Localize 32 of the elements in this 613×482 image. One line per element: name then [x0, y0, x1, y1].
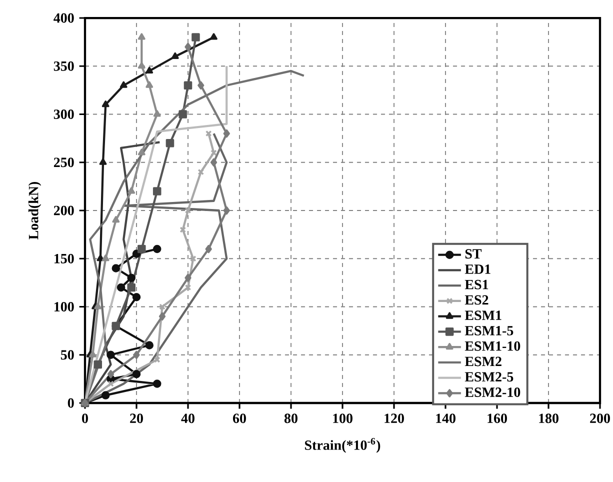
y-tick-label: 100 — [54, 302, 74, 312]
x-tick-label: 120 — [384, 414, 404, 424]
legend-label: ESM2-10 — [464, 388, 520, 397]
legend-label: ES2 — [464, 295, 488, 305]
y-axis-title: Load(kN) — [28, 182, 42, 240]
legend-label: ST — [465, 249, 482, 259]
x-tick-label: 160 — [488, 414, 507, 424]
x-tick-label: 180 — [539, 414, 558, 424]
y-tick-label: 300 — [54, 110, 74, 119]
legend-label: ESM1-5 — [464, 326, 514, 336]
x-tick-label: 40 — [181, 414, 194, 424]
y-tick-label: 400 — [54, 13, 74, 23]
x-tick-label: 60 — [232, 414, 246, 424]
x-tick-label: 140 — [436, 414, 456, 424]
y-tick-label: 350 — [54, 61, 74, 71]
x-tick-label: 80 — [284, 414, 298, 424]
legend-label: ESM1 — [464, 310, 502, 320]
legend-label: ESM1-10 — [464, 341, 520, 351]
y-tick-label: 0 — [68, 398, 74, 408]
legend-label: ESM2-5 — [464, 372, 514, 382]
y-tick-label: 250 — [54, 158, 74, 168]
x-tick-label: 20 — [130, 414, 143, 424]
y-tick-label: 50 — [60, 350, 74, 360]
x-axis-title: Strain(*10$^{-6}$) — [305, 438, 380, 453]
x-tick-label: 100 — [333, 414, 352, 424]
y-tick-label: 200 — [54, 206, 74, 216]
legend-label: ED1 — [464, 264, 490, 274]
y-tick-label: 150 — [54, 254, 74, 264]
x-tick-label: 0 — [82, 414, 88, 424]
x-tick-label: 200 — [590, 414, 610, 424]
legend-label: ESM2 — [464, 356, 502, 366]
legend-label: ES1 — [464, 280, 488, 290]
